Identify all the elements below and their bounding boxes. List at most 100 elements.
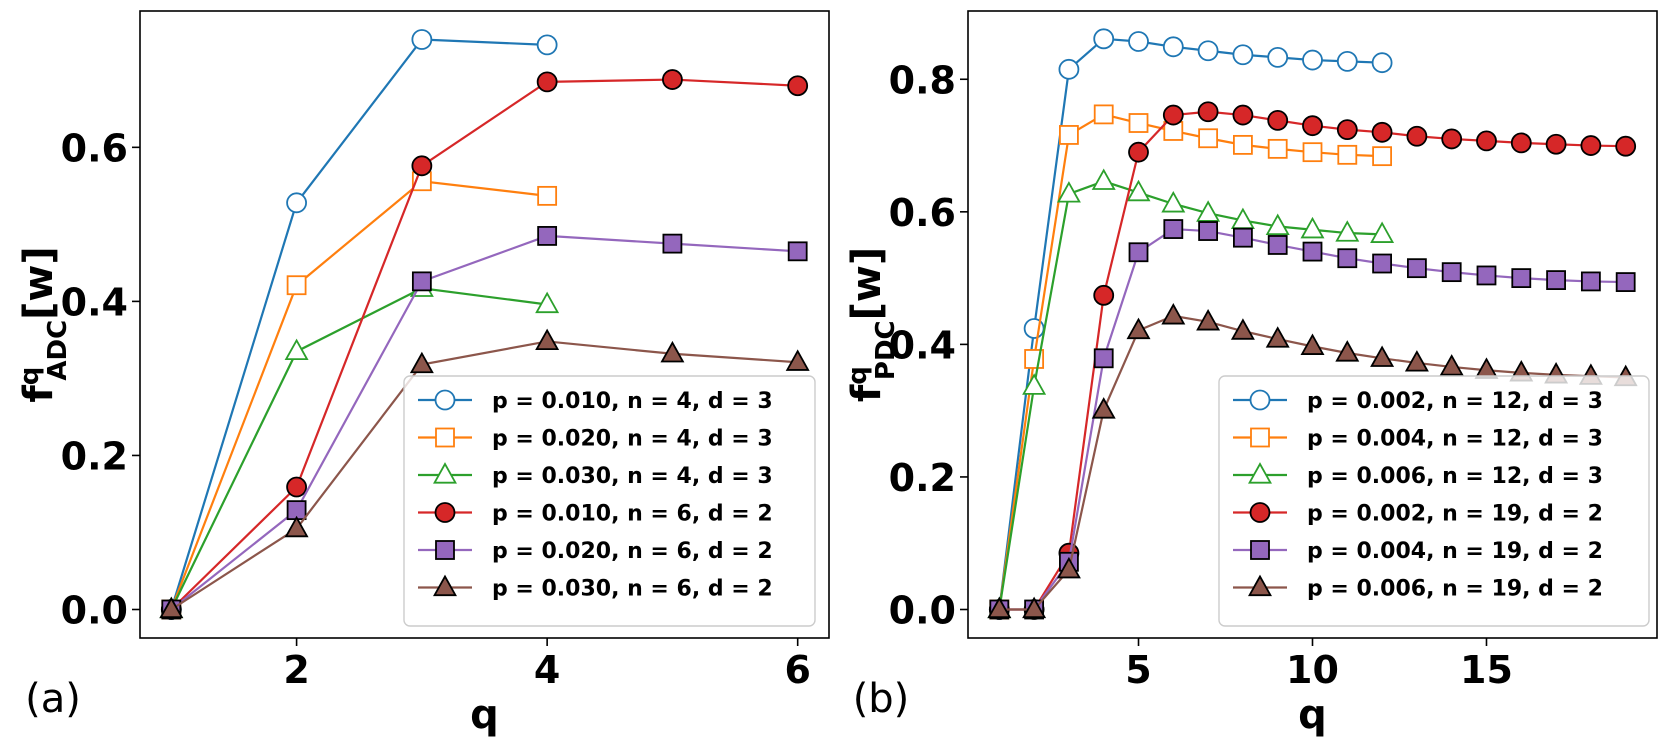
data-point xyxy=(1545,133,1567,155)
data-point xyxy=(409,351,434,374)
chart-panel-1: 2 4 6 0.0 0.2 0.4 0.6 q fqADC[w] (a) p = 0.010, n … xyxy=(15,10,830,738)
legend-item: p = 0.010, n = 4, d = 3 xyxy=(418,389,773,414)
data-point xyxy=(1372,253,1392,274)
data-point xyxy=(785,349,810,371)
legend-label: p = 0.030, n = 6, d = 2 xyxy=(492,577,773,602)
data-point xyxy=(1126,179,1151,202)
y-tick-label: 0.6 xyxy=(889,191,956,235)
y-tick-label: 0.2 xyxy=(889,456,956,500)
legend-marker xyxy=(434,502,456,523)
data-point xyxy=(1511,268,1532,289)
data-point xyxy=(1233,134,1253,155)
data-point xyxy=(1058,58,1080,80)
data-point xyxy=(1198,128,1219,149)
legend-box xyxy=(1218,375,1650,627)
legend-label: p = 0.010, n = 4, d = 3 xyxy=(492,389,773,414)
legend-marker xyxy=(1248,462,1272,484)
data-point xyxy=(1300,333,1325,355)
y-tick-label: 0.2 xyxy=(61,434,128,478)
data-point xyxy=(411,155,433,177)
series-line xyxy=(170,38,548,610)
data-point xyxy=(1265,213,1290,236)
legend-item: p = 0.006, n = 19, d = 2 xyxy=(1233,574,1603,602)
data-point xyxy=(1232,44,1254,66)
y-tick-label: 0.4 xyxy=(61,280,128,324)
x-tick-label: 2 xyxy=(283,648,309,692)
legend-item: p = 0.020, n = 4, d = 3 xyxy=(418,427,773,452)
data-point xyxy=(787,75,809,97)
data-point xyxy=(1197,40,1219,62)
data-point xyxy=(1056,181,1081,203)
series-line xyxy=(170,340,798,611)
x-tick-label: 5 xyxy=(1125,648,1151,692)
data-point xyxy=(411,29,433,50)
data-point xyxy=(662,233,683,254)
data-point xyxy=(1302,49,1323,71)
data-point xyxy=(1093,348,1114,369)
data-point xyxy=(1371,52,1393,74)
legend-label: p = 0.030, n = 4, d = 3 xyxy=(492,464,773,489)
data-point xyxy=(1232,104,1254,126)
data-point xyxy=(1441,262,1462,283)
legend-item: p = 0.002, n = 12, d = 3 xyxy=(1233,389,1603,414)
x-tick-label: 10 xyxy=(1286,648,1339,692)
data-point xyxy=(1162,36,1184,58)
plot-frame xyxy=(139,10,830,639)
x-axis-label: q xyxy=(1298,692,1327,738)
data-point xyxy=(1615,272,1636,292)
data-point xyxy=(1372,146,1392,167)
data-point xyxy=(1302,241,1323,262)
series-line xyxy=(170,180,548,610)
data-point xyxy=(1267,109,1289,131)
series-line xyxy=(170,234,798,611)
legend-label: p = 0.020, n = 4, d = 3 xyxy=(492,427,773,452)
data-point xyxy=(1336,50,1358,72)
series-2 xyxy=(989,104,1392,620)
data-point xyxy=(411,271,432,292)
legend-label: p = 0.002, n = 19, d = 2 xyxy=(1307,502,1603,527)
legend-label: p = 0.004, n = 19, d = 2 xyxy=(1307,539,1603,564)
data-point xyxy=(286,476,307,498)
y-tick-label: 0.0 xyxy=(889,589,956,633)
legend-label: p = 0.006, n = 12, d = 3 xyxy=(1307,464,1603,489)
y-tick-label: 0.0 xyxy=(61,589,128,633)
chart-panel-2: 5 10 15 0.0 0.2 0.4 0.6 0.8 q fqPDC[w] (b) p = 0.00… xyxy=(843,10,1658,738)
data-point xyxy=(1162,104,1184,126)
data-point xyxy=(535,291,560,314)
y-tick-label: 0.4 xyxy=(889,323,956,367)
legend-marker xyxy=(434,389,456,411)
data-point xyxy=(1091,397,1116,419)
legend-marker xyxy=(1248,574,1272,597)
legend-marker xyxy=(1249,389,1271,411)
data-point xyxy=(1404,350,1429,372)
legend-label: p = 0.020, n = 6, d = 2 xyxy=(492,539,773,564)
data-point xyxy=(1056,556,1081,579)
series-1 xyxy=(988,28,1393,620)
data-point xyxy=(284,338,309,361)
series-3 xyxy=(987,168,1395,619)
legend-item: p = 0.004, n = 12, d = 3 xyxy=(1233,427,1603,452)
panel-label: (b) xyxy=(853,676,910,722)
data-point xyxy=(1370,221,1395,243)
y-axis-label: fqADC[w] xyxy=(15,246,73,402)
data-point xyxy=(1196,309,1221,331)
data-point xyxy=(537,226,558,246)
legend-item: p = 0.010, n = 6, d = 2 xyxy=(418,502,773,527)
data-point xyxy=(1197,101,1219,123)
y-tick-label: 0.6 xyxy=(61,126,128,170)
data-point xyxy=(1230,318,1255,340)
data-point xyxy=(284,515,309,538)
data-point xyxy=(787,241,808,262)
data-point xyxy=(987,596,1012,619)
y-axis-label: fqPDC[w] xyxy=(843,247,901,402)
data-point xyxy=(1091,168,1116,190)
data-point xyxy=(1233,227,1253,248)
data-point xyxy=(1406,258,1427,279)
legend-marker xyxy=(1249,502,1271,523)
data-point xyxy=(535,328,560,351)
x-tick-label: 4 xyxy=(534,648,560,692)
data-point xyxy=(286,275,307,296)
data-point xyxy=(1302,115,1323,137)
data-point xyxy=(1022,596,1047,619)
